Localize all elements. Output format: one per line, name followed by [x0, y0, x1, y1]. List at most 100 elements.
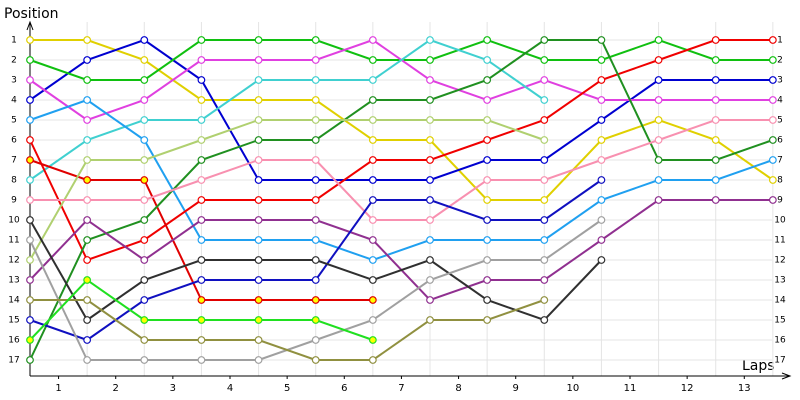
series-line	[29, 38, 773, 181]
marker	[768, 116, 777, 124]
marker	[426, 276, 434, 284]
marker	[711, 136, 720, 144]
marker	[426, 136, 434, 144]
marker	[197, 296, 206, 304]
x-tick-label: 6	[341, 383, 347, 394]
marker	[483, 136, 492, 144]
marker	[26, 136, 34, 144]
marker	[426, 56, 434, 64]
marker	[197, 236, 206, 244]
marker	[368, 236, 377, 244]
marker	[483, 156, 492, 164]
marker	[368, 136, 377, 144]
marker	[540, 256, 549, 264]
marker	[311, 236, 320, 244]
marker	[140, 116, 149, 124]
marker	[197, 336, 206, 344]
marker	[197, 356, 206, 364]
marker	[483, 96, 492, 104]
marker	[83, 196, 92, 204]
marker	[368, 156, 377, 164]
marker	[254, 216, 263, 224]
marker	[311, 176, 320, 184]
x-tick-label: 3	[170, 383, 176, 394]
marker	[597, 256, 606, 264]
y-tick-label: 1	[11, 36, 17, 46]
marker	[26, 216, 34, 224]
marker	[311, 116, 320, 124]
y-tick-label: 10	[8, 216, 20, 226]
marker	[83, 276, 92, 284]
marker	[368, 116, 377, 124]
y2-tick-label: 10	[774, 216, 786, 226]
marker	[254, 296, 263, 304]
marker	[140, 196, 149, 204]
marker	[26, 176, 34, 184]
marker	[254, 136, 263, 144]
y-tick-label: 8	[11, 176, 17, 186]
marker	[26, 76, 34, 84]
series-line	[29, 38, 545, 181]
marker	[140, 296, 149, 304]
marker	[483, 76, 492, 84]
y-tick-label: 6	[11, 136, 17, 146]
marker	[311, 336, 320, 344]
marker	[597, 96, 606, 104]
x-tick-label: 7	[398, 383, 404, 394]
marker	[768, 96, 777, 104]
marker	[26, 356, 34, 364]
x-tick-label: 4	[227, 383, 233, 394]
y-tick-label: 4	[11, 96, 17, 106]
marker	[26, 336, 34, 344]
marker	[711, 116, 720, 124]
marker	[540, 136, 549, 144]
marker	[597, 156, 606, 164]
marker	[140, 336, 149, 344]
marker	[483, 36, 492, 44]
marker	[197, 156, 206, 164]
marker	[197, 196, 206, 204]
marker	[197, 316, 206, 324]
marker	[311, 216, 320, 224]
marker	[711, 36, 720, 44]
y-tick-label: 7	[11, 156, 17, 166]
marker	[254, 176, 263, 184]
x-tick-label: 11	[624, 383, 637, 394]
x-axis-arrow	[781, 372, 792, 380]
marker	[311, 156, 320, 164]
y2-tick-label: 1	[777, 36, 783, 46]
series-line	[29, 119, 545, 261]
marker	[254, 356, 263, 364]
marker	[368, 216, 377, 224]
marker	[597, 116, 606, 124]
marker	[140, 96, 149, 104]
marker	[540, 176, 549, 184]
marker	[426, 96, 434, 104]
marker	[368, 296, 377, 304]
marker	[597, 76, 606, 84]
marker	[83, 36, 92, 44]
x-tick-label: 5	[284, 383, 290, 394]
marker	[26, 316, 34, 324]
marker	[254, 96, 263, 104]
marker	[426, 256, 434, 264]
y2-tick-label: 8	[777, 176, 783, 186]
marker	[254, 36, 263, 44]
marker	[83, 96, 92, 104]
marker	[26, 116, 34, 124]
marker	[368, 336, 377, 344]
marker	[654, 96, 663, 104]
x-axis-title: Laps	[742, 358, 775, 374]
marker	[483, 56, 492, 64]
marker	[197, 256, 206, 264]
marker	[26, 36, 34, 44]
marker	[597, 176, 606, 184]
marker	[254, 276, 263, 284]
marker	[197, 136, 206, 144]
marker	[540, 236, 549, 244]
marker	[426, 116, 434, 124]
marker	[197, 176, 206, 184]
marker	[483, 176, 492, 184]
marker	[483, 216, 492, 224]
